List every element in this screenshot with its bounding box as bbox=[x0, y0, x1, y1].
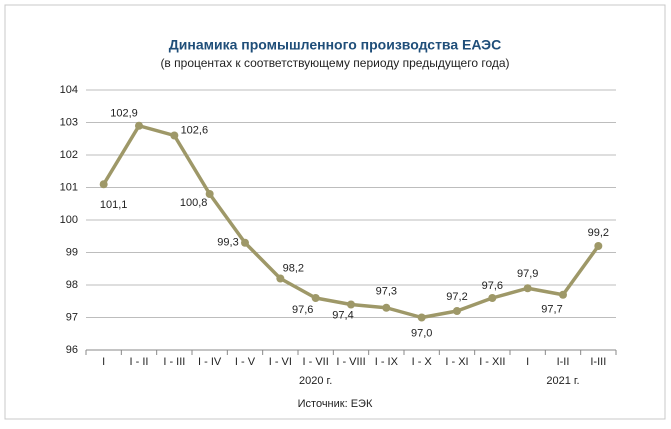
point bbox=[205, 190, 214, 198]
point bbox=[417, 313, 426, 322]
data-label: 97,9 bbox=[517, 268, 538, 280]
point bbox=[241, 238, 249, 247]
y-tick-label: 103 bbox=[60, 116, 78, 128]
point bbox=[453, 307, 461, 315]
y-tick-label: 98 bbox=[66, 279, 78, 291]
data-label: 99,2 bbox=[588, 227, 609, 239]
data-label: 98,2 bbox=[283, 262, 304, 274]
data-label: 97,6 bbox=[292, 304, 313, 316]
x-tick-label: I - VII bbox=[303, 356, 329, 368]
chart-subtitle: (в процентах к соответствующему периоду … bbox=[160, 56, 509, 70]
x-tick-label: I - VI bbox=[269, 356, 292, 368]
data-label: 97,7 bbox=[541, 304, 562, 316]
y-tick-label: 99 bbox=[66, 246, 78, 258]
data-label: 102,6 bbox=[181, 124, 209, 136]
point bbox=[276, 274, 285, 283]
x-tick-label: I - II bbox=[130, 356, 149, 368]
y-tick-label: 97 bbox=[66, 311, 78, 323]
point bbox=[311, 294, 320, 302]
x-tick-label: I bbox=[526, 356, 529, 368]
point bbox=[382, 303, 391, 312]
x-tick-label: I-II bbox=[557, 356, 570, 368]
data-label: 102,9 bbox=[110, 108, 138, 120]
y-tick-label: 102 bbox=[60, 149, 78, 161]
y-tick-label: 96 bbox=[66, 344, 78, 356]
point bbox=[347, 300, 355, 309]
point bbox=[488, 294, 497, 302]
x-tick-label: I - V bbox=[235, 356, 256, 368]
data-label: 101,1 bbox=[100, 199, 128, 211]
source: Источник: ЕЭК bbox=[298, 398, 373, 410]
point bbox=[135, 121, 143, 130]
x-group-label: 2021 г. bbox=[546, 375, 579, 387]
data-label: 99,3 bbox=[217, 237, 238, 249]
x-tick-label: I - IV bbox=[198, 356, 222, 368]
point bbox=[559, 290, 567, 299]
data-label: 100,8 bbox=[180, 197, 208, 209]
point bbox=[170, 131, 179, 140]
data-label: 97,6 bbox=[482, 280, 503, 292]
x-tick-label: I - VIII bbox=[336, 356, 365, 368]
data-label: 97,4 bbox=[332, 309, 353, 321]
point bbox=[523, 284, 532, 293]
data-label: 97,3 bbox=[376, 286, 397, 298]
x-tick-label: I - XI bbox=[445, 356, 468, 368]
data-label: 97,0 bbox=[411, 327, 432, 339]
data-label: 97,2 bbox=[446, 291, 467, 303]
x-tick-label: I - X bbox=[412, 356, 433, 368]
x-tick-label: I - IX bbox=[375, 356, 399, 368]
x-tick-label: I - III bbox=[163, 356, 185, 368]
y-tick-label: 101 bbox=[60, 181, 78, 193]
point bbox=[99, 180, 108, 189]
x-tick-label: I bbox=[102, 356, 105, 368]
chart-title: Динамика промышленного производства ЕАЭС bbox=[169, 37, 501, 53]
x-tick-label: I-III bbox=[590, 356, 606, 368]
point bbox=[594, 242, 603, 250]
x-group-label: 2020 г. bbox=[299, 375, 332, 387]
y-tick-label: 100 bbox=[60, 214, 78, 226]
x-tick-label: I - XII bbox=[479, 356, 505, 368]
y-tick-label: 104 bbox=[60, 84, 78, 96]
